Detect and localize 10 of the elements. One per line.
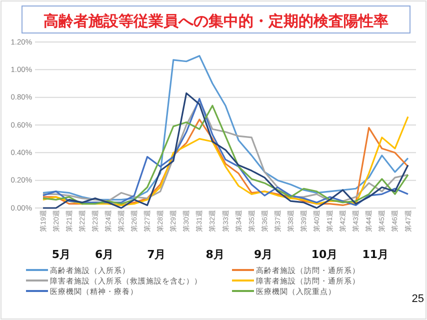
text: 11月 <box>362 248 389 261</box>
text: 10月 <box>311 248 338 261</box>
text: 25 <box>412 293 424 305</box>
line-series <box>42 55 409 200</box>
text: 5月 <box>52 248 71 261</box>
text: 6月 <box>94 248 114 261</box>
text: 8月 <box>206 248 224 261</box>
text: 7月 <box>147 248 166 261</box>
text: 9月 <box>254 248 273 261</box>
chart-title: 高齢者施設等従業員への集中的・定期的検査陽性率 <box>44 12 388 30</box>
